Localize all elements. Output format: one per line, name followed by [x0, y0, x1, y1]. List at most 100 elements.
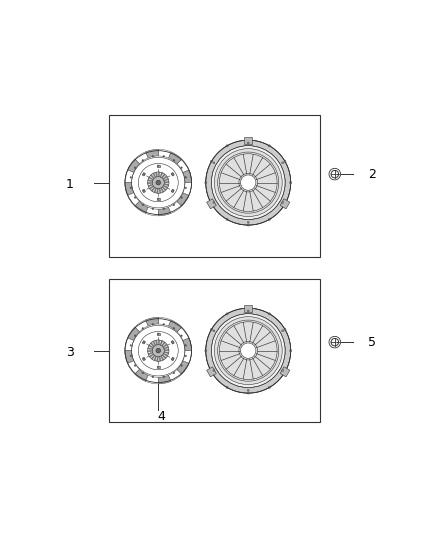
Circle shape [213, 201, 215, 204]
Circle shape [142, 372, 144, 374]
Wedge shape [148, 183, 158, 187]
Circle shape [163, 376, 165, 378]
Circle shape [142, 327, 144, 329]
Circle shape [205, 350, 207, 352]
Circle shape [152, 176, 164, 189]
Wedge shape [135, 320, 148, 332]
Circle shape [130, 187, 132, 189]
FancyBboxPatch shape [109, 115, 320, 257]
FancyBboxPatch shape [244, 137, 252, 143]
Wedge shape [151, 351, 158, 359]
Text: 5: 5 [368, 336, 376, 349]
Wedge shape [206, 308, 291, 393]
Circle shape [218, 320, 279, 381]
Wedge shape [127, 193, 139, 206]
Wedge shape [148, 351, 158, 355]
Circle shape [247, 307, 249, 309]
Circle shape [205, 182, 207, 184]
Circle shape [148, 172, 169, 193]
Wedge shape [158, 346, 169, 351]
Circle shape [152, 376, 154, 378]
Wedge shape [158, 351, 164, 360]
Circle shape [214, 149, 282, 216]
Circle shape [210, 160, 212, 163]
FancyBboxPatch shape [157, 198, 160, 200]
Circle shape [142, 204, 144, 206]
Wedge shape [153, 341, 158, 351]
Wedge shape [158, 183, 168, 188]
FancyBboxPatch shape [280, 199, 290, 209]
Circle shape [282, 162, 283, 164]
Circle shape [134, 335, 136, 336]
Wedge shape [169, 369, 182, 382]
Wedge shape [158, 344, 167, 351]
Circle shape [240, 175, 256, 190]
Circle shape [210, 371, 212, 373]
Circle shape [268, 386, 271, 389]
Wedge shape [158, 375, 171, 384]
Circle shape [185, 187, 187, 189]
Circle shape [148, 340, 169, 361]
Circle shape [181, 197, 182, 198]
Circle shape [213, 369, 215, 372]
Wedge shape [148, 351, 158, 352]
Wedge shape [158, 149, 171, 158]
Wedge shape [145, 207, 158, 216]
Circle shape [213, 330, 215, 332]
Circle shape [156, 180, 161, 185]
Wedge shape [183, 183, 191, 195]
Wedge shape [158, 176, 167, 183]
Circle shape [163, 156, 165, 157]
Circle shape [163, 324, 165, 325]
Circle shape [218, 152, 279, 213]
Wedge shape [158, 181, 169, 183]
Circle shape [247, 139, 249, 141]
Wedge shape [151, 183, 158, 191]
Circle shape [163, 208, 165, 210]
Circle shape [214, 317, 282, 385]
Circle shape [185, 344, 187, 346]
Circle shape [226, 145, 228, 147]
Circle shape [282, 201, 283, 204]
FancyBboxPatch shape [280, 367, 290, 377]
Circle shape [226, 313, 228, 315]
Circle shape [206, 140, 291, 225]
FancyBboxPatch shape [142, 189, 145, 192]
Text: 3: 3 [66, 346, 74, 359]
Wedge shape [183, 170, 191, 183]
Wedge shape [125, 338, 134, 351]
Circle shape [210, 328, 212, 330]
Circle shape [268, 145, 271, 147]
Circle shape [247, 392, 249, 394]
Wedge shape [158, 351, 161, 361]
Circle shape [226, 386, 228, 389]
Circle shape [247, 310, 249, 312]
Wedge shape [169, 201, 182, 213]
Circle shape [284, 203, 286, 205]
Wedge shape [150, 343, 158, 351]
Wedge shape [158, 342, 165, 351]
FancyBboxPatch shape [171, 189, 174, 192]
FancyBboxPatch shape [207, 199, 216, 209]
Circle shape [247, 221, 249, 223]
Wedge shape [158, 207, 171, 216]
Wedge shape [135, 152, 148, 164]
Circle shape [268, 219, 271, 221]
FancyBboxPatch shape [142, 173, 145, 176]
Circle shape [240, 343, 256, 358]
Circle shape [152, 345, 164, 357]
Wedge shape [158, 341, 162, 351]
Circle shape [290, 350, 292, 352]
Circle shape [247, 390, 249, 391]
Wedge shape [183, 351, 191, 364]
Wedge shape [158, 350, 169, 351]
Wedge shape [148, 180, 158, 183]
Wedge shape [148, 183, 158, 184]
Wedge shape [158, 174, 165, 183]
FancyBboxPatch shape [171, 357, 174, 361]
Wedge shape [158, 183, 164, 192]
Wedge shape [158, 351, 168, 357]
Wedge shape [177, 159, 189, 172]
Circle shape [130, 355, 132, 357]
Wedge shape [149, 351, 158, 357]
